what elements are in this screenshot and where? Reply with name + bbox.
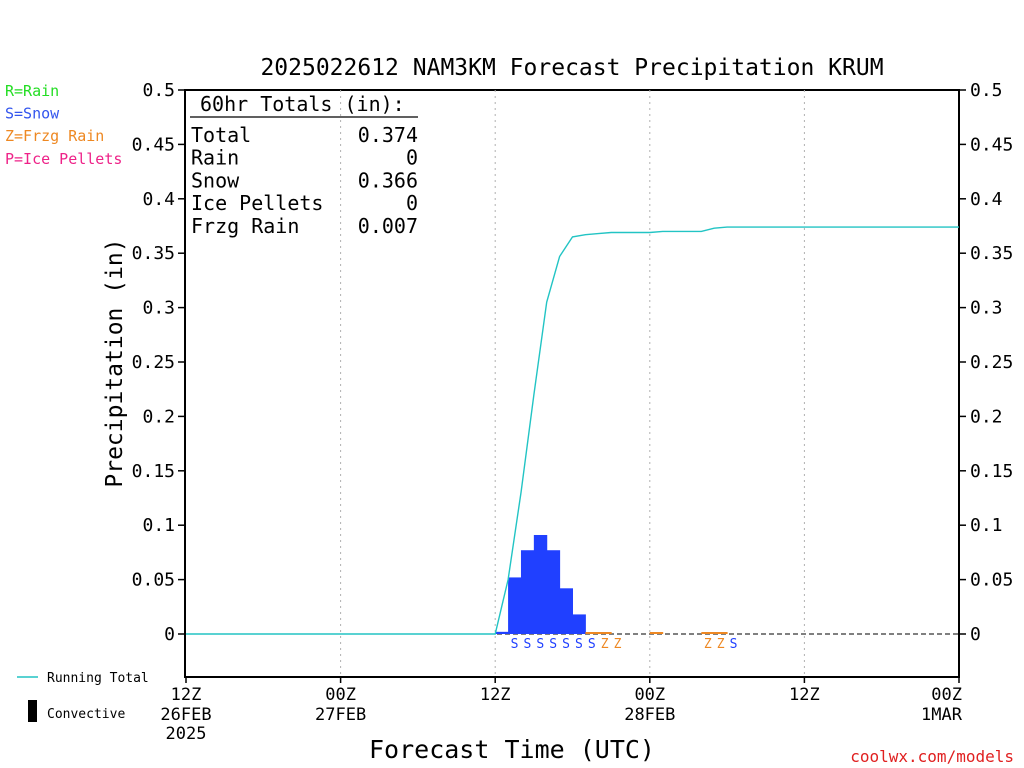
- totals-header: 60hr Totals (in):: [200, 92, 405, 116]
- totals-box: 60hr Totals (in): Total 0.374 Rain 0 Snow 0.3…: [190, 92, 418, 238]
- snow-bar: [508, 577, 522, 634]
- totals-row-value: 0.374: [358, 123, 418, 147]
- y-tick-label-right: 0: [970, 624, 981, 645]
- x-tick-label-time: 12Z: [171, 685, 202, 705]
- y-tick-label-left: 0.15: [132, 461, 175, 482]
- frzg-rain-bar: [598, 632, 612, 634]
- x-tick-label-time: 12Z: [789, 685, 820, 705]
- y-tick-label-right: 0.15: [970, 461, 1013, 482]
- x-tick-label-time: 12Z: [480, 685, 511, 705]
- convective-legend-label: Convective: [47, 707, 125, 722]
- x-tick-label-year: 2025: [166, 724, 207, 744]
- totals-row-value: 0.366: [358, 168, 418, 192]
- x-tick-label-date: 26FEB: [160, 705, 211, 725]
- y-tick-label-left: 0.45: [132, 134, 175, 155]
- totals-row-label: Ice Pellets: [191, 191, 323, 215]
- x-tick-label-date: 28FEB: [624, 705, 675, 725]
- x-tick-label-time: 00Z: [634, 685, 665, 705]
- x-axis-label: Forecast Time (UTC): [369, 735, 655, 764]
- ptype-legend: R=Rain S=Snow Z=Frzg Rain P=Ice Pellets: [5, 82, 122, 168]
- running-total-layer: [186, 226, 959, 635]
- grid-lines: [340, 90, 805, 677]
- snow-bar: [533, 534, 548, 634]
- ptype-marker: Z: [704, 637, 712, 652]
- chart-title: 2025022612 NAM3KM Forecast Precipitation…: [260, 55, 883, 81]
- ptype-marker: Z: [717, 637, 725, 652]
- frzg-rain-bar: [649, 632, 664, 634]
- totals-row-label: Total: [191, 123, 251, 147]
- frzg-rain-bar: [714, 632, 728, 634]
- ptype-marker: S: [523, 637, 531, 652]
- y-tick-label-left: 0.35: [132, 243, 175, 264]
- y-tick-label-right: 0.4: [970, 189, 1003, 210]
- snow-bar: [495, 631, 509, 634]
- ptype-legend-entry: R=Rain: [5, 82, 59, 100]
- x-tick-label-time: 00Z: [325, 685, 356, 705]
- ptype-legend-entry: S=Snow: [5, 105, 60, 123]
- running-total-line: [186, 226, 959, 635]
- totals-row-value: 0: [406, 191, 418, 215]
- ptype-marker: S: [562, 637, 570, 652]
- y-tick-label-left: 0.25: [132, 352, 175, 373]
- y-tick-label-left: 0.05: [132, 570, 175, 591]
- totals-row-label: Frzg Rain: [191, 214, 299, 238]
- y-tick-label-right: 0.5: [970, 80, 1003, 101]
- snow-bar: [572, 614, 586, 634]
- x-tick-label-date: 27FEB: [315, 705, 366, 725]
- series-legend: Running Total Convective: [17, 671, 149, 722]
- y-tick-label-right: 0.35: [970, 243, 1013, 264]
- ptype-legend-entry: Z=Frzg Rain: [5, 127, 104, 145]
- ptype-marker: Z: [614, 637, 622, 652]
- y-tick-label-right: 0.25: [970, 352, 1013, 373]
- y-tick-label-left: 0.2: [142, 406, 175, 427]
- ptype-marker: S: [549, 637, 557, 652]
- running-total-legend-label: Running Total: [47, 671, 149, 686]
- x-tick-label-time: 00Z: [931, 685, 962, 705]
- y-tick-label-left: 0.5: [142, 80, 175, 101]
- y-tick-label-left: 0.3: [142, 298, 175, 319]
- y-tick-label-right: 0.3: [970, 298, 1003, 319]
- y-axis-ticks: 0 0 0.05 0.05 0.1 0.1 0.15 0.15 0.2 0.2 0.25 0.25 0.…: [132, 80, 1014, 645]
- frzg-rain-bar: [701, 632, 715, 634]
- convective-legend-swatch: [28, 700, 37, 722]
- y-tick-label-right: 0.05: [970, 570, 1013, 591]
- y-tick-label-left: 0.1: [142, 515, 175, 536]
- ptype-legend-entry: P=Ice Pellets: [5, 150, 122, 168]
- y-tick-label-right: 0.45: [970, 134, 1013, 155]
- frzg-rain-bar: [585, 632, 599, 634]
- ptype-marker: S: [536, 637, 544, 652]
- totals-row-value: 0: [406, 146, 418, 170]
- ptype-marker: S: [511, 637, 519, 652]
- ptype-marker: S: [588, 637, 596, 652]
- plot-frame: [184, 89, 960, 678]
- precip-bars: [495, 534, 728, 634]
- snow-bar: [546, 550, 561, 634]
- snow-bar: [559, 588, 573, 634]
- ptype-marker: S: [575, 637, 583, 652]
- y-tick-label-right: 0.2: [970, 406, 1003, 427]
- ptype-marker: Z: [601, 637, 609, 652]
- y-tick-label-left: 0.4: [142, 189, 175, 210]
- credit-text: coolwx.com/models: [850, 747, 1014, 766]
- totals-row-label: Snow: [191, 168, 240, 192]
- totals-row-label: Rain: [191, 146, 239, 170]
- y-tick-label-right: 0.1: [970, 515, 1003, 536]
- y-axis-label: Precipitation (in): [102, 238, 128, 487]
- ptype-marker: S: [730, 637, 738, 652]
- x-tick-label-date: 1MAR: [921, 705, 963, 725]
- snow-bar: [520, 550, 535, 634]
- y-tick-label-left: 0: [164, 624, 175, 645]
- totals-row-value: 0.007: [358, 214, 418, 238]
